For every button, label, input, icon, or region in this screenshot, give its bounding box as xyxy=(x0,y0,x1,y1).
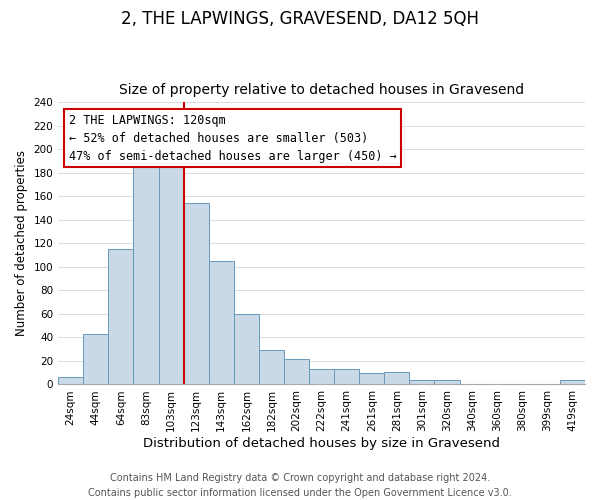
Bar xyxy=(560,380,585,384)
Bar xyxy=(133,164,158,384)
Bar xyxy=(309,369,334,384)
Bar xyxy=(184,204,209,384)
Text: 2 THE LAPWINGS: 120sqm
← 52% of detached houses are smaller (503)
47% of semi-de: 2 THE LAPWINGS: 120sqm ← 52% of detached… xyxy=(69,114,397,162)
Bar xyxy=(109,250,133,384)
Bar xyxy=(58,378,83,384)
Text: 2, THE LAPWINGS, GRAVESEND, DA12 5QH: 2, THE LAPWINGS, GRAVESEND, DA12 5QH xyxy=(121,10,479,28)
Bar xyxy=(234,314,259,384)
Title: Size of property relative to detached houses in Gravesend: Size of property relative to detached ho… xyxy=(119,83,524,97)
Bar xyxy=(359,372,385,384)
Bar xyxy=(83,334,109,384)
Bar xyxy=(434,380,460,384)
Bar xyxy=(158,162,184,384)
Bar xyxy=(209,261,234,384)
Y-axis label: Number of detached properties: Number of detached properties xyxy=(15,150,28,336)
Bar xyxy=(284,358,309,384)
Bar xyxy=(385,372,409,384)
Bar xyxy=(334,369,359,384)
Bar xyxy=(409,380,434,384)
X-axis label: Distribution of detached houses by size in Gravesend: Distribution of detached houses by size … xyxy=(143,437,500,450)
Bar xyxy=(259,350,284,384)
Text: Contains HM Land Registry data © Crown copyright and database right 2024.
Contai: Contains HM Land Registry data © Crown c… xyxy=(88,472,512,498)
